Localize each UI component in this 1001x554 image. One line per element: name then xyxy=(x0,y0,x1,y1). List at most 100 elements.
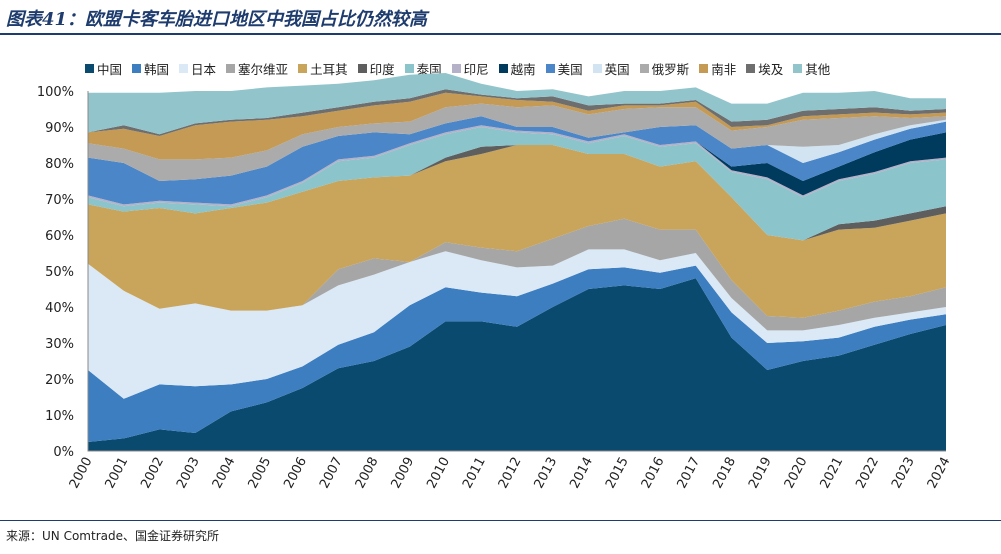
legend-item: 日本 xyxy=(179,60,217,77)
x-tick-label: 2007 xyxy=(317,455,346,491)
x-tick-label: 2021 xyxy=(818,455,847,491)
legend-item: 中国 xyxy=(85,60,123,77)
y-tick-label: 40% xyxy=(45,301,74,316)
legend-label: 印度 xyxy=(369,61,395,77)
x-tick-label: 2017 xyxy=(675,455,704,491)
legend-label: 越南 xyxy=(510,61,536,77)
area-series xyxy=(88,218,946,331)
legend-swatch xyxy=(85,63,94,73)
legend-swatch xyxy=(226,63,236,73)
y-tick-label: 70% xyxy=(45,193,74,208)
legend-swatch xyxy=(746,63,756,73)
legend-swatch xyxy=(404,63,414,73)
legend-label: 其他 xyxy=(805,61,831,77)
legend-item: 英国 xyxy=(592,60,630,77)
legend-label: 埃及 xyxy=(758,61,784,77)
legend-label: 中国 xyxy=(97,61,123,77)
axis-line xyxy=(87,91,946,452)
legend-swatch xyxy=(179,63,189,73)
x-tick-label: 2004 xyxy=(210,455,239,491)
legend-label: 俄罗斯 xyxy=(651,61,690,77)
legend-label: 塞尔维亚 xyxy=(238,61,289,77)
x-tick-label: 2024 xyxy=(925,455,954,491)
x-tick-label: 2001 xyxy=(103,455,132,491)
area-series xyxy=(88,278,946,451)
source-note: 来源：UN Comtrade、国金证券研究所 xyxy=(6,529,219,543)
y-tick-label: 100% xyxy=(37,85,74,100)
x-tick-label: 2012 xyxy=(496,455,525,491)
legend-swatch xyxy=(298,63,308,73)
x-tick-label: 2019 xyxy=(746,455,775,491)
y-tick-label: 60% xyxy=(45,229,74,244)
x-tick-label: 2000 xyxy=(67,455,96,491)
legend-item: 印度 xyxy=(357,60,395,77)
legend-swatch xyxy=(357,63,367,73)
y-tick-label: 30% xyxy=(45,337,74,352)
x-tick-label: 2002 xyxy=(138,455,167,491)
legend-item: 印尼 xyxy=(451,60,489,77)
x-tick-label: 2010 xyxy=(424,455,453,491)
x-tick-label: 2015 xyxy=(603,455,632,491)
y-tick-label: 90% xyxy=(45,121,74,136)
legend-label: 韩国 xyxy=(144,61,170,77)
legend-swatch xyxy=(592,63,602,73)
legend-swatch xyxy=(639,63,649,73)
y-tick-label: 10% xyxy=(45,409,74,424)
legend-label: 泰国 xyxy=(416,61,442,77)
legend-item: 越南 xyxy=(498,60,536,77)
x-tick-label: 2011 xyxy=(460,455,489,491)
x-tick-label: 2013 xyxy=(532,455,561,491)
legend-item: 塞尔维亚 xyxy=(226,60,289,77)
x-tick-label: 2020 xyxy=(782,455,811,491)
legend-swatch xyxy=(793,63,803,73)
chart-legend: 中国 韩国 日本 塞尔维亚 土耳其 印度 泰国 印尼 越南 美国 英国 俄罗斯 南非 埃及 其他 xyxy=(85,60,831,77)
legend-label: 英国 xyxy=(604,61,630,77)
x-tick-label: 2016 xyxy=(639,455,668,491)
x-tick-label: 2014 xyxy=(567,455,596,491)
legend-swatch xyxy=(451,63,461,73)
y-tick-label: 20% xyxy=(45,373,74,388)
y-tick-label: 50% xyxy=(45,265,74,280)
x-tick-label: 2022 xyxy=(853,455,882,491)
x-tick-label: 2009 xyxy=(389,455,418,491)
legend-item: 韩国 xyxy=(132,60,170,77)
area-series xyxy=(88,89,946,136)
legend-swatch xyxy=(545,63,555,73)
legend-item: 土耳其 xyxy=(298,60,348,77)
x-tick-label: 2018 xyxy=(710,455,739,491)
legend-swatch xyxy=(699,63,709,73)
area-series xyxy=(88,116,946,181)
area-series xyxy=(88,116,946,205)
area-series xyxy=(88,92,946,160)
y-tick-label: 80% xyxy=(45,157,74,172)
legend-item: 泰国 xyxy=(404,60,442,77)
x-tick-label: 2005 xyxy=(246,455,275,491)
source-rule xyxy=(0,520,1001,521)
area-series xyxy=(88,127,946,241)
legend-label: 土耳其 xyxy=(310,61,348,77)
area-series xyxy=(88,73,946,135)
x-tick-label: 2023 xyxy=(889,455,918,491)
area-series xyxy=(88,265,946,442)
area-series xyxy=(88,249,946,399)
legend-item: 其他 xyxy=(793,60,831,77)
area-series xyxy=(88,103,946,181)
legend-item: 南非 xyxy=(699,60,737,77)
legend-item: 美国 xyxy=(545,60,583,77)
legend-item: 俄罗斯 xyxy=(639,60,690,77)
legend-label: 印尼 xyxy=(463,61,489,77)
legend-item: 埃及 xyxy=(746,60,784,77)
x-tick-label: 2003 xyxy=(174,455,203,491)
y-tick-label: 0% xyxy=(53,445,74,460)
legend-swatch xyxy=(132,63,142,73)
area-series xyxy=(88,145,946,318)
legend-swatch xyxy=(498,63,508,73)
x-tick-label: 2008 xyxy=(353,455,382,491)
stacked-area-chart: 0%10%20%30%40%50%60%70%80%90%100%2000 200… xyxy=(37,73,954,491)
legend-label: 美国 xyxy=(557,61,583,77)
chart-title: 图表41：欧盟卡客车胎进口地区中我国占比仍然较高 xyxy=(6,9,428,30)
legend-label: 南非 xyxy=(711,61,737,77)
x-tick-label: 2006 xyxy=(281,455,310,491)
title-rule xyxy=(0,33,1001,35)
legend-label: 日本 xyxy=(191,61,217,77)
